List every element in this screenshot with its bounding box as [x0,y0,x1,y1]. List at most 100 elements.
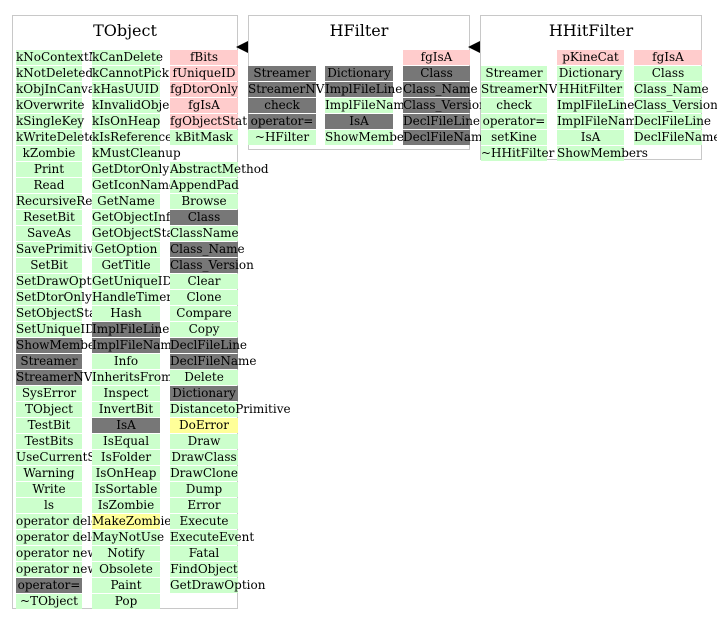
member-cell: DeclFileLine [170,338,248,353]
member-cell: DrawClass [170,450,238,465]
member-cell: Draw [170,434,238,449]
member-cell: StreamerNVirtual [481,82,591,97]
member-cell: Print [16,162,82,177]
member-cell: Class_Version [170,258,254,273]
member-cell: kCanDelete [92,50,163,65]
member-cell: DeclFileLine [634,114,712,129]
member-cell: TestBits [16,434,82,449]
member-cell: InvertBit [92,402,160,417]
member-cell: ~HHitFilter [481,146,555,161]
member-cell: Streamer [16,354,82,369]
member-cell: Warning [16,466,82,481]
member-cell: Streamer [248,66,316,81]
member-cell: operator= [481,114,547,129]
member-cell: Dump [170,482,238,497]
member-cell: GetIconName [92,178,177,193]
member-cell: IsA [92,418,160,433]
member-cell: IsSortable [92,482,160,497]
member-cell: operator new[] [16,562,107,577]
member-cell: GetObjectInfo [92,210,178,225]
member-cell: IsOnHeap [92,466,160,481]
member-cell: Info [92,354,160,369]
member-cell: kInvalidObject [92,98,181,113]
member-cell: GetObjectStat [92,226,179,241]
member-cell: GetName [92,194,160,209]
member-cell: SaveAs [16,226,82,241]
member-cell: Obsolete [92,562,160,577]
member-cell: GetDtorOnly [92,162,170,177]
member-cell: fgObjectStat [170,114,248,129]
member-cell: Paint [92,578,160,593]
member-cell: kCannotPick [92,66,170,81]
inheritance-arrow-icon [236,41,248,53]
member-cell: StreamerNVirtual [16,370,126,385]
member-cell: kNoContextMenu [16,50,124,65]
inheritance-arrow-icon [468,41,480,53]
member-cell: Class_Version [403,98,487,113]
panel-title: HHitFilter [548,21,634,40]
member-cell: AbstractMethod [170,162,269,177]
member-cell: DeclFileLine [403,114,481,129]
member-cell: check [481,98,547,113]
member-cell: GetUniqueID [92,274,173,289]
member-cell: ls [16,498,82,513]
member-cell: Clear [170,274,238,289]
member-cell: Error [170,498,238,513]
member-cell: Class_Name [170,242,245,257]
member-cell: IsZombie [92,498,160,513]
member-cell: fgIsA [170,98,238,113]
member-cell: Hash [92,306,160,321]
member-cell: pKineCat [557,50,624,65]
member-cell: DeclFileName [634,130,717,145]
member-cell: kOverwrite [16,98,85,113]
member-cell: Class_Name [634,82,709,97]
member-cell: RecursiveRemove [16,194,125,209]
member-cell: Inspect [92,386,160,401]
member-cell: SetDrawOption [16,274,111,289]
member-cell: ClassName [170,226,239,241]
member-cell: ~TObject [16,594,82,609]
member-cell: MayNotUse [92,530,165,545]
member-cell: ShowMembers [16,338,107,353]
member-cell: ImplFileName [557,114,644,129]
member-cell: kHasUUID [92,82,160,97]
member-cell: HandleTimer [92,290,173,305]
member-cell: fBits [170,50,238,65]
member-cell: Dictionary [557,66,624,81]
member-cell: operator delete[] [16,530,120,545]
member-cell: SetObjectStat [16,306,102,321]
member-cell: Class [403,66,470,81]
member-cell: IsFolder [92,450,160,465]
member-cell: SetDtorOnly [16,290,92,305]
member-cell: IsA [557,130,624,145]
member-cell: DrawClone [170,466,238,481]
member-cell: DeclFileName [170,354,257,369]
member-cell: IsA [325,114,393,129]
member-cell: kObjInCanvas [16,82,102,97]
member-cell: ImplFileName [92,338,179,353]
member-cell: FindObject [170,562,238,577]
member-cell: kSingleKey [16,114,85,129]
member-cell: Browse [170,194,238,209]
member-cell: UseCurrentStyle [16,450,119,465]
member-cell: ImplFileLine [92,322,170,337]
member-cell: Execute [170,514,238,529]
member-cell: TObject [16,402,82,417]
member-cell: Streamer [481,66,547,81]
member-cell: Dictionary [325,66,393,81]
member-cell: Read [16,178,82,193]
member-cell: fgIsA [403,50,470,65]
member-cell: operator delete [16,514,111,529]
member-cell: Fatal [170,546,238,561]
member-cell: Notify [92,546,160,561]
member-cell: ResetBit [16,210,82,225]
member-cell: ShowMembers [325,130,416,145]
member-cell: operator= [16,578,82,593]
member-cell: StreamerNVirtual [248,82,358,97]
member-cell: fgIsA [634,50,702,65]
member-cell: GetTitle [92,258,160,273]
panel-title: TObject [93,21,157,40]
member-cell: operator new [16,546,98,561]
member-cell: Clone [170,290,238,305]
